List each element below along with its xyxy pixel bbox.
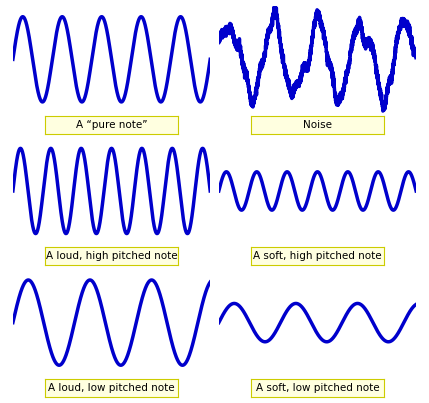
Text: A loud, low pitched note: A loud, low pitched note [48, 383, 175, 393]
Text: A loud, high pitched note: A loud, high pitched note [46, 251, 177, 262]
Text: Noise: Noise [303, 120, 332, 130]
Text: A “pure note”: A “pure note” [76, 120, 147, 130]
Text: A soft, high pitched note: A soft, high pitched note [253, 251, 382, 262]
Text: A soft, low pitched note: A soft, low pitched note [256, 383, 379, 393]
